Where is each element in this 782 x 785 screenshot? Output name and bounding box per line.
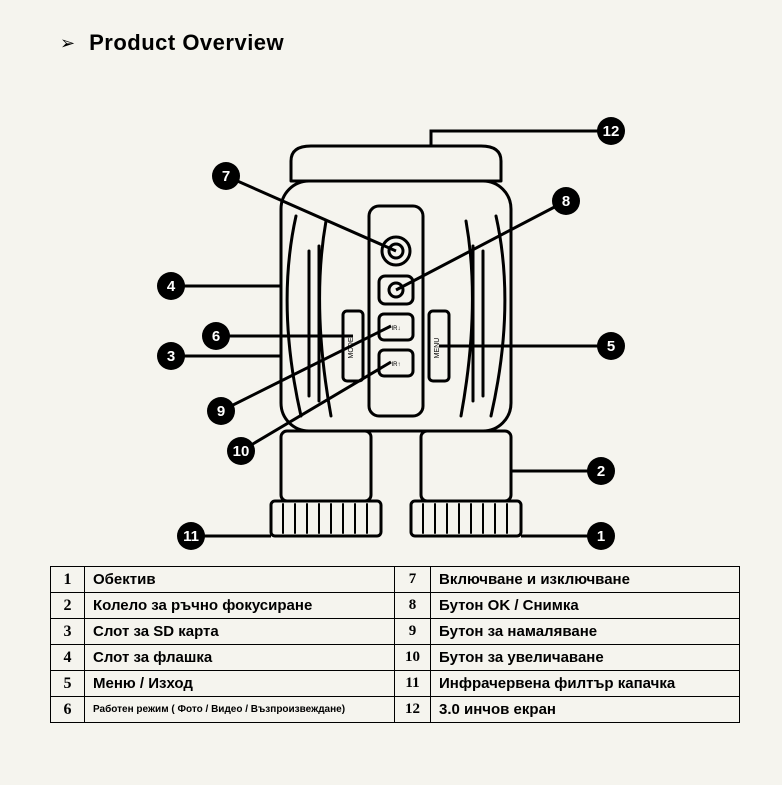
callout-4: 4 — [157, 272, 185, 300]
legend-num: 7 — [395, 567, 431, 593]
legend-label: Бутон OK / Снимка — [431, 593, 740, 619]
legend-num: 9 — [395, 619, 431, 645]
legend-label: Слот за SD карта — [85, 619, 395, 645]
legend-label: Инфрачервена филтър капачка — [431, 671, 740, 697]
device-illustration: MODE MENU IR↓ IR↑ — [111, 76, 671, 556]
table-row: 5Меню / Изход11Инфрачервена филтър капач… — [51, 671, 740, 697]
callout-10: 10 — [227, 437, 255, 465]
legend-label: Обектив — [85, 567, 395, 593]
callout-6: 6 — [202, 322, 230, 350]
table-row: 4Слот за флашка10Бутон за увеличаване — [51, 645, 740, 671]
svg-text:MENU: MENU — [434, 338, 441, 359]
legend-num: 10 — [395, 645, 431, 671]
legend-label: Бутон за увеличаване — [431, 645, 740, 671]
callout-8: 8 — [552, 187, 580, 215]
table-row: 2Колело за ръчно фокусиране8Бутон OK / С… — [51, 593, 740, 619]
section-title: Product Overview — [89, 30, 284, 56]
legend-num: 1 — [51, 567, 85, 593]
legend-num: 8 — [395, 593, 431, 619]
section-heading-row: ➢ Product Overview — [60, 30, 732, 56]
chevron-right-icon: ➢ — [60, 33, 75, 54]
callout-12: 12 — [597, 117, 625, 145]
callout-11: 11 — [177, 522, 205, 550]
product-diagram: MODE MENU IR↓ IR↑ — [111, 76, 671, 556]
svg-text:IR↓: IR↓ — [392, 326, 401, 332]
legend-label: 3.0 инчов екран — [431, 697, 740, 723]
legend-num: 12 — [395, 697, 431, 723]
legend-num: 6 — [51, 697, 85, 723]
legend-num: 4 — [51, 645, 85, 671]
callout-3: 3 — [157, 342, 185, 370]
legend-num: 11 — [395, 671, 431, 697]
legend-label: Меню / Изход — [85, 671, 395, 697]
svg-text:IR↑: IR↑ — [392, 362, 401, 368]
table-row: 3Слот за SD карта9Бутон за намаляване — [51, 619, 740, 645]
table-row: 1Обектив7Включване и изключване — [51, 567, 740, 593]
callout-9: 9 — [207, 397, 235, 425]
legend-num: 5 — [51, 671, 85, 697]
legend-num: 3 — [51, 619, 85, 645]
legend-num: 2 — [51, 593, 85, 619]
legend-label: Слот за флашка — [85, 645, 395, 671]
legend-label: Включване и изключване — [431, 567, 740, 593]
callout-5: 5 — [597, 332, 625, 360]
legend-label: Бутон за намаляване — [431, 619, 740, 645]
table-row: 6Работен режим ( Фото / Видео / Възпроиз… — [51, 697, 740, 723]
parts-legend-table: 1Обектив7Включване и изключване2Колело з… — [50, 566, 740, 723]
callout-2: 2 — [587, 457, 615, 485]
legend-label: Колело за ръчно фокусиране — [85, 593, 395, 619]
callout-7: 7 — [212, 162, 240, 190]
legend-label: Работен режим ( Фото / Видео / Възпроизв… — [85, 697, 395, 723]
callout-1: 1 — [587, 522, 615, 550]
